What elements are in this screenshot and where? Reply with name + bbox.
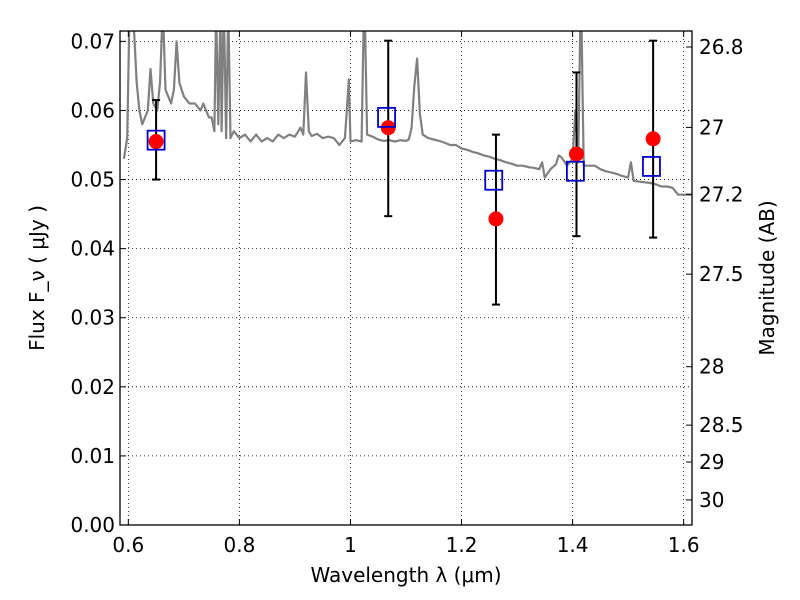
x-tick-label: 0.6 xyxy=(112,533,144,557)
x-axis-title: Wavelength λ (μm) xyxy=(310,563,501,587)
y-tick-label: 0.06 xyxy=(70,98,115,122)
x-tick-label: 1.6 xyxy=(668,533,700,557)
right-tick-label: 27.5 xyxy=(699,262,744,286)
right-tick-label: 30 xyxy=(699,488,724,512)
observed-point xyxy=(488,211,504,227)
plot-frame xyxy=(119,30,693,526)
model-square xyxy=(377,106,396,128)
model-photometry-squares xyxy=(146,106,661,191)
right-tick-label: 28 xyxy=(699,355,724,379)
observed-point xyxy=(645,131,661,147)
y-tick-label: 0.00 xyxy=(70,513,115,537)
x-tick-label: 0.8 xyxy=(223,533,255,557)
observed-point xyxy=(148,134,164,150)
y-tick-label: 0.07 xyxy=(70,29,115,53)
y-tick-label: 0.03 xyxy=(70,306,115,330)
y-axis: 0.00 0.01 0.02 0.03 0.04 0.05 0.06 0.07 xyxy=(70,29,126,537)
spectrum-line xyxy=(122,31,692,196)
right-axis: 26.8 27 27.2 27.5 28 28.5 29 30 xyxy=(686,35,744,512)
right-axis-title: Magnitude (AB) xyxy=(755,200,779,355)
right-tick-label: 27 xyxy=(699,115,724,139)
model-square xyxy=(146,129,166,151)
right-tick-label: 29 xyxy=(699,450,724,474)
observed-point xyxy=(568,146,584,162)
y-tick-label: 0.04 xyxy=(70,237,115,261)
grid xyxy=(120,31,692,526)
right-tick-label: 26.8 xyxy=(699,35,744,59)
y-tick-label: 0.01 xyxy=(70,444,115,468)
model-spectrum xyxy=(122,31,692,196)
x-tick-label: 1.2 xyxy=(446,533,478,557)
x-tick-label: 1.4 xyxy=(557,533,589,557)
x-axis: 0.6 0.8 1 1.2 1.4 1.6 xyxy=(112,31,700,557)
model-square xyxy=(484,169,504,191)
model-square xyxy=(565,160,585,182)
y-axis-title: Flux F_ν ( μJy ) xyxy=(25,205,49,351)
y-tick-label: 0.05 xyxy=(70,168,115,192)
y-tick-label: 0.02 xyxy=(70,375,115,399)
photometry-points xyxy=(148,120,661,227)
right-tick-label: 27.2 xyxy=(699,182,744,206)
x-tick-label: 1 xyxy=(344,533,357,557)
right-tick-label: 28.5 xyxy=(699,413,744,437)
model-square xyxy=(642,156,661,177)
